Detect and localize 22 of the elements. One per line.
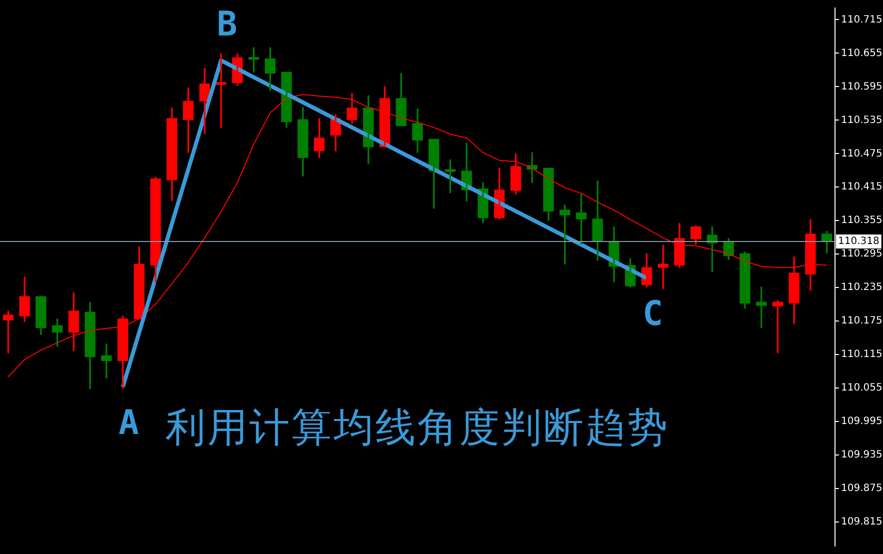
y-tick-label: 110.415	[841, 182, 882, 193]
y-tick-label: 110.475	[841, 148, 882, 160]
y-tick-label: 109.995	[841, 416, 882, 428]
text: 利用计算均线角度判断趋势	[166, 405, 670, 451]
annotation: A	[118, 402, 140, 443]
y-tick-label: 110.655	[841, 48, 882, 59]
y-tick-label: 109.935	[841, 450, 882, 461]
y-tick-label: 110.295	[841, 248, 882, 260]
annotation: B	[216, 4, 238, 44]
y-tick-label: 109.815	[841, 516, 882, 528]
y-tick-label: 110.535	[841, 114, 882, 126]
y-tick-label: 110.175	[841, 316, 882, 327]
y-tick-label: 109.875	[841, 483, 882, 494]
y-tick-label: 110.595	[841, 81, 882, 92]
annotation: C	[642, 294, 663, 334]
ref-line-label: 110.318	[838, 236, 880, 248]
y-tick-label: 110.055	[841, 382, 882, 394]
y-tick-label: 110.715	[841, 14, 882, 26]
candlestick	[444, 159, 456, 194]
y-tick-label: 110.355	[841, 215, 882, 226]
y-tick-label: 110.115	[841, 349, 882, 360]
y-tick-label: 110.235	[841, 282, 882, 294]
